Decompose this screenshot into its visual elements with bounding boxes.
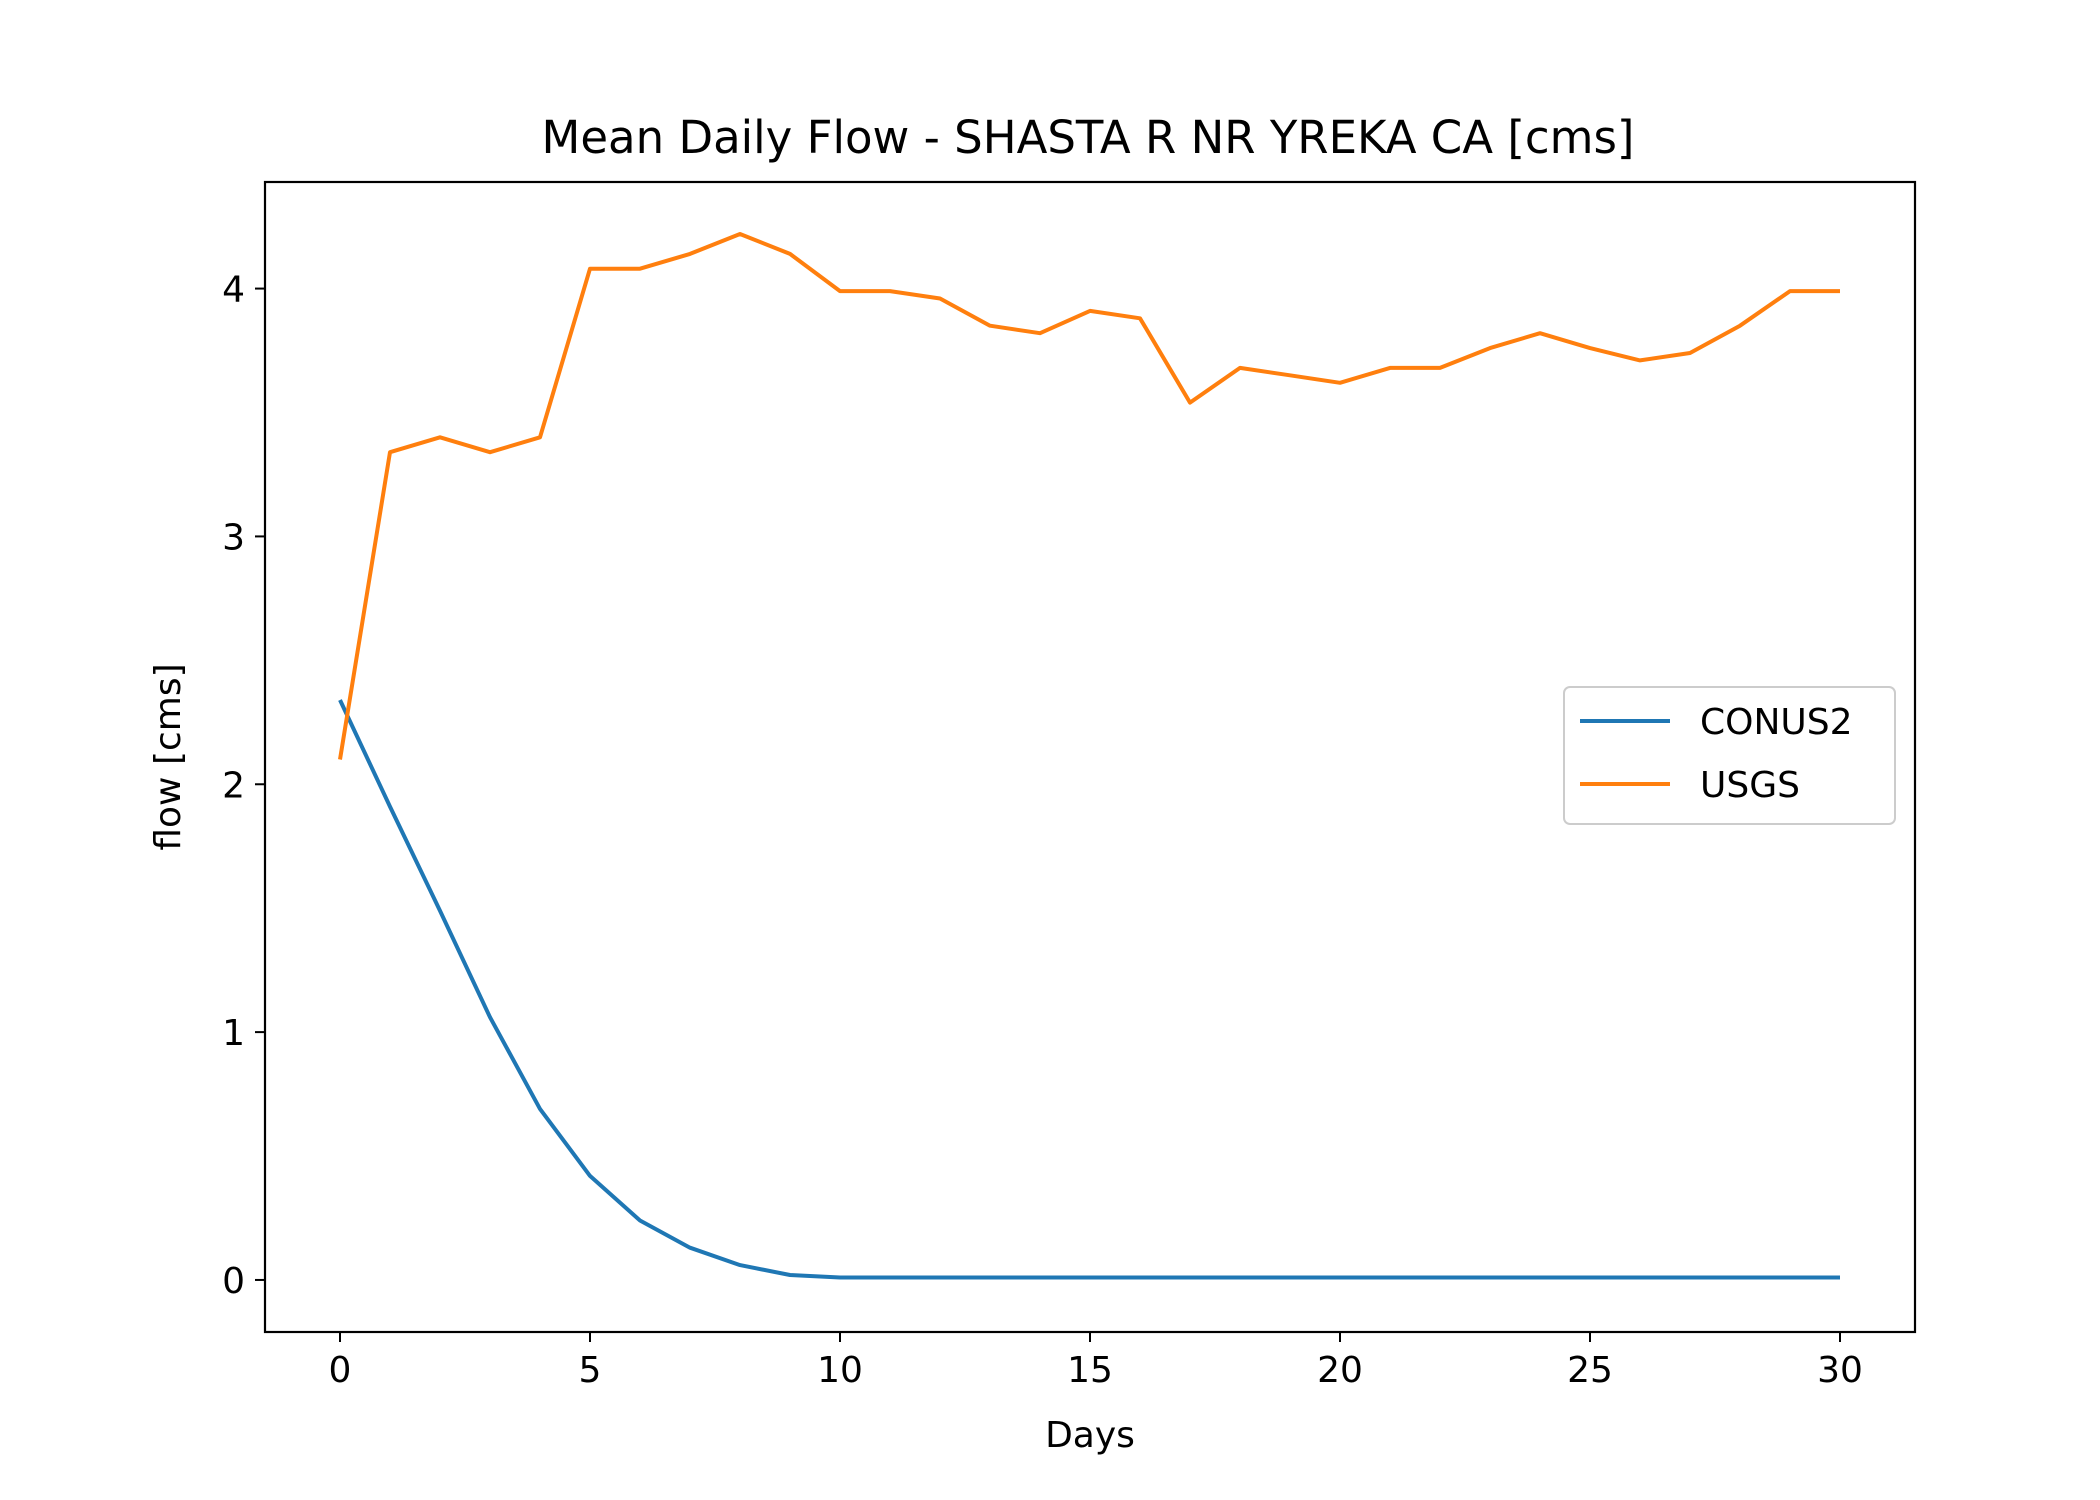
chart-title: Mean Daily Flow - SHASTA R NR YREKA CA [… xyxy=(542,111,1635,164)
y-axis-ticks: 0 1 2 3 4 xyxy=(222,270,265,1302)
x-tick-label: 15 xyxy=(1067,1350,1113,1391)
x-tick-label: 30 xyxy=(1817,1350,1863,1391)
x-tick-label: 0 xyxy=(329,1350,352,1391)
y-axis-label: flow [cms] xyxy=(148,663,189,850)
legend-label-conus2: CONUS2 xyxy=(1700,702,1853,743)
x-tick-label: 5 xyxy=(579,1350,602,1391)
legend-label-usgs: USGS xyxy=(1700,765,1800,806)
legend: CONUS2 USGS xyxy=(1563,686,1896,825)
legend-entries: CONUS2 USGS xyxy=(1580,702,1853,806)
x-axis-ticks: 0 5 10 15 20 25 30 xyxy=(329,1332,1863,1391)
x-tick-label: 25 xyxy=(1567,1350,1613,1391)
y-tick-label: 0 xyxy=(222,1261,245,1302)
x-tick-label: 20 xyxy=(1317,1350,1363,1391)
series-line-conus2 xyxy=(338,699,1840,1280)
y-tick-label: 3 xyxy=(222,517,245,558)
series-line-usgs xyxy=(338,232,1840,760)
y-tick-label: 2 xyxy=(222,765,245,806)
y-tick-label: 1 xyxy=(222,1013,245,1054)
y-tick-label: 4 xyxy=(222,270,245,311)
series-layer xyxy=(338,232,1840,1280)
x-axis-label: Days xyxy=(1045,1415,1135,1456)
x-tick-label: 10 xyxy=(817,1350,863,1391)
